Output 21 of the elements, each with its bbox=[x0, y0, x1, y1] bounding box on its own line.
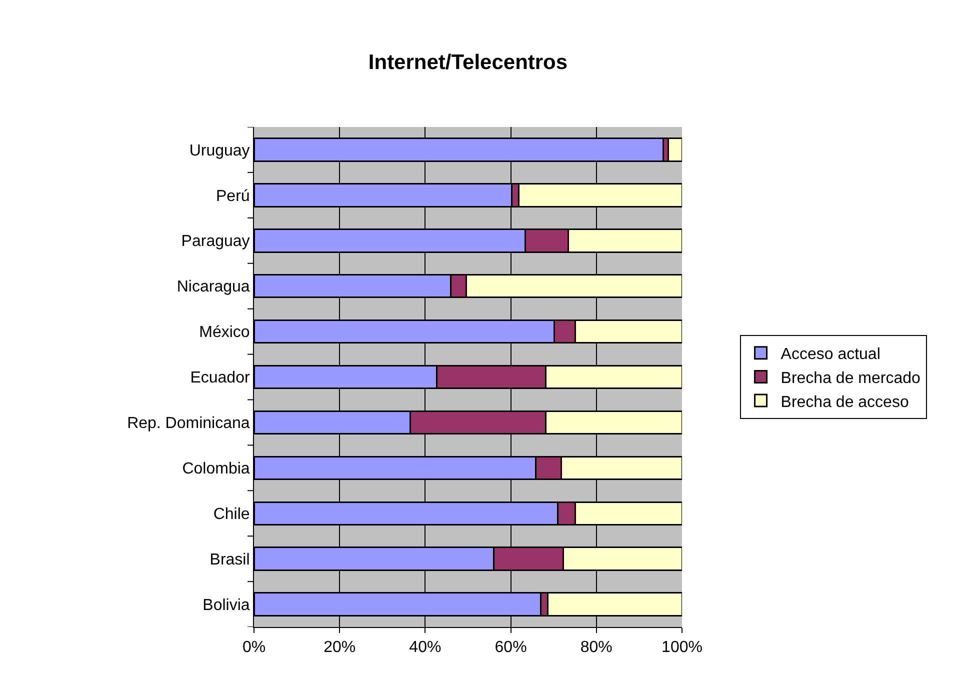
legend-label: Brecha de acceso bbox=[780, 394, 909, 411]
x-tick-label: 60% bbox=[494, 639, 527, 656]
x-tick-label: 0% bbox=[242, 639, 266, 656]
x-tick-label: 100% bbox=[662, 639, 702, 656]
y-tick-label: Colombia bbox=[182, 460, 250, 478]
y-tick-label: Uruguay bbox=[189, 142, 250, 160]
y-tick-label: Ecuador bbox=[190, 370, 250, 387]
y-tick-label: Nicaragua bbox=[176, 278, 250, 296]
x-tick-label: 80% bbox=[580, 639, 612, 656]
x-tick-label: 20% bbox=[324, 639, 356, 656]
y-tick-label: Brasil bbox=[210, 551, 250, 568]
y-tick-label: Paraguay bbox=[181, 233, 250, 250]
y-tick-label: Perú bbox=[216, 188, 250, 205]
y-tick-label: Chile bbox=[213, 506, 250, 523]
chart-title: Internet/Telecentros bbox=[368, 50, 568, 74]
legend-label: Acceso actual bbox=[780, 346, 880, 364]
y-tick-label: Bolivia bbox=[202, 596, 250, 614]
y-tick-label: Rep. Dominicana bbox=[127, 415, 250, 432]
y-tick-label: México bbox=[199, 324, 250, 342]
x-tick-label: 40% bbox=[409, 639, 442, 656]
legend-label: Brecha de mercado bbox=[780, 370, 921, 387]
